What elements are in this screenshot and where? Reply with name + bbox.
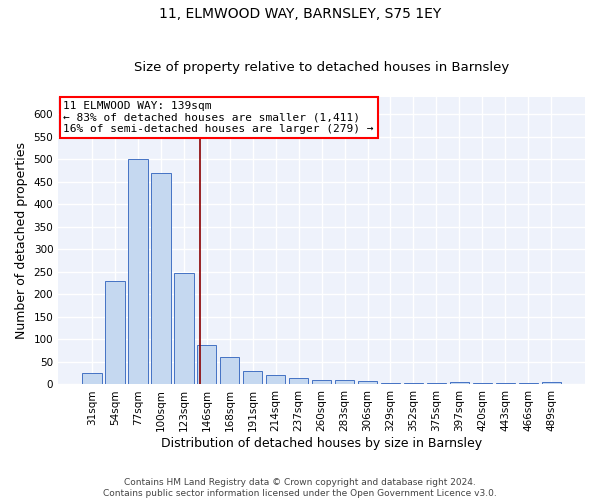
Bar xyxy=(266,374,286,384)
Bar xyxy=(289,378,308,384)
Bar xyxy=(197,345,217,385)
Bar xyxy=(220,356,239,384)
Bar xyxy=(335,380,355,384)
Bar xyxy=(151,173,170,384)
Bar xyxy=(404,383,423,384)
Bar xyxy=(105,281,125,384)
Y-axis label: Number of detached properties: Number of detached properties xyxy=(15,142,28,339)
Text: Contains HM Land Registry data © Crown copyright and database right 2024.
Contai: Contains HM Land Registry data © Crown c… xyxy=(103,478,497,498)
Text: 11 ELMWOOD WAY: 139sqm
← 83% of detached houses are smaller (1,411)
16% of semi-: 11 ELMWOOD WAY: 139sqm ← 83% of detached… xyxy=(64,101,374,134)
Text: 11, ELMWOOD WAY, BARNSLEY, S75 1EY: 11, ELMWOOD WAY, BARNSLEY, S75 1EY xyxy=(159,8,441,22)
Bar xyxy=(82,373,101,384)
Bar xyxy=(128,160,148,384)
Bar xyxy=(358,381,377,384)
Title: Size of property relative to detached houses in Barnsley: Size of property relative to detached ho… xyxy=(134,62,509,74)
Bar xyxy=(518,383,538,384)
Bar xyxy=(243,371,262,384)
Bar xyxy=(542,382,561,384)
Bar xyxy=(473,383,492,384)
Bar xyxy=(174,273,194,384)
Bar xyxy=(427,383,446,384)
X-axis label: Distribution of detached houses by size in Barnsley: Distribution of detached houses by size … xyxy=(161,437,482,450)
Bar xyxy=(381,382,400,384)
Bar xyxy=(312,380,331,384)
Bar xyxy=(496,383,515,384)
Bar xyxy=(449,382,469,384)
